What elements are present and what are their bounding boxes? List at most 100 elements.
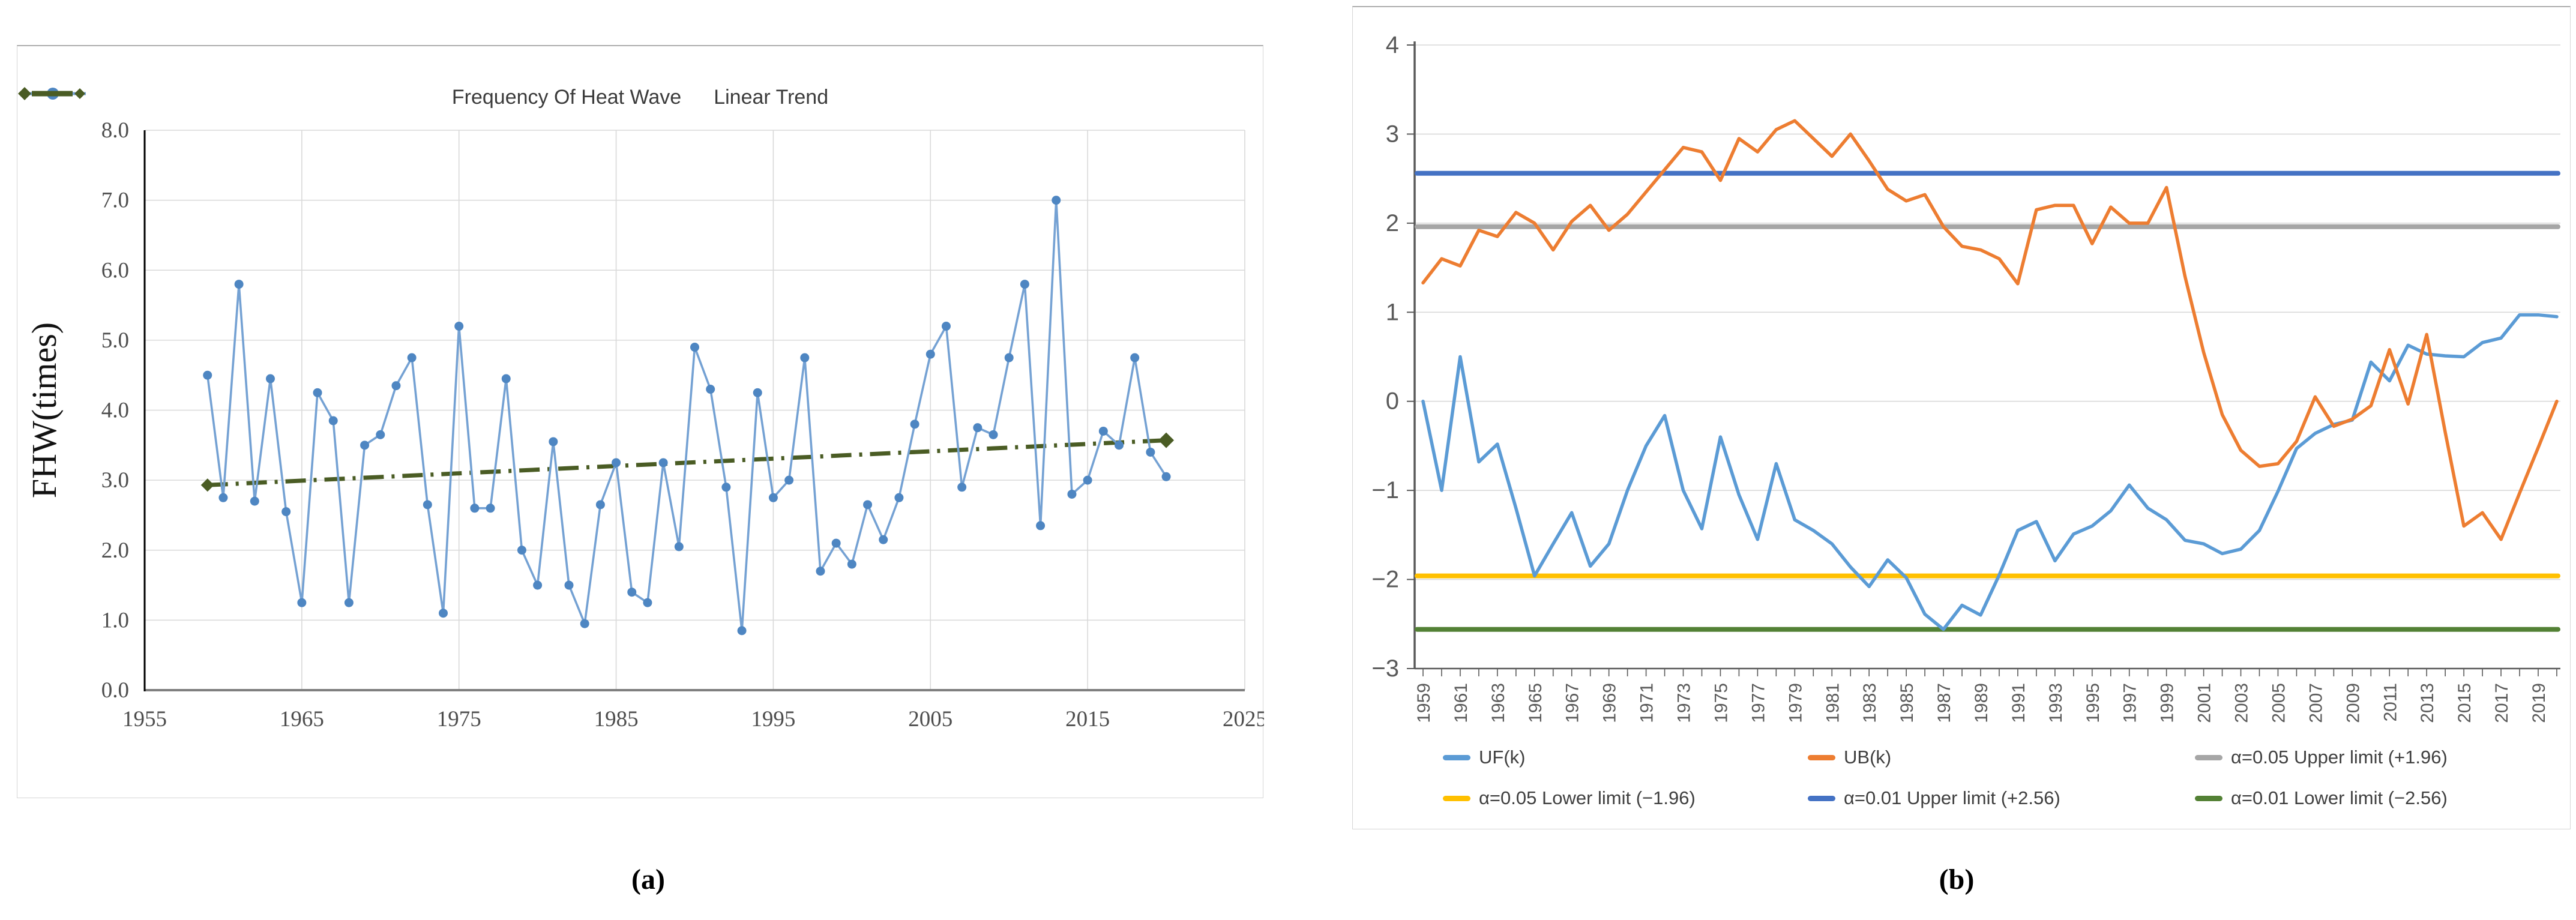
fhw-data-point (1130, 353, 1140, 362)
fhw-data-point (957, 483, 967, 492)
fhw-data-point (879, 535, 888, 544)
fhw-data-point (595, 500, 605, 510)
fhw-data-point (658, 458, 668, 468)
legend-swatch (2195, 754, 2222, 760)
x-tick-label: 1997 (2120, 683, 2140, 723)
x-tick-label: 1979 (1786, 683, 1805, 723)
panel-chart-b: 4 3 2 1 0 −1 −2 −3 1959 1961 1963 1965 1967 1969 1971 1… (1352, 6, 2571, 829)
x-tick-label: 1967 (1563, 683, 1583, 723)
fhw-data-point (265, 374, 275, 383)
x-tick-label: 1987 (1934, 683, 1954, 723)
x-tick-label: 2015 (1065, 707, 1110, 732)
legend-item: α=0.01 Lower limit (−2.56) (2195, 787, 2448, 809)
fhw-data-point (753, 388, 762, 397)
fhw-data-point (989, 430, 998, 439)
fhw-data-point (1161, 472, 1171, 481)
legend-swatch (1443, 795, 1470, 801)
fhw-data-point (800, 353, 810, 362)
fhw-data-point (1052, 196, 1061, 205)
fhw-data-point (533, 580, 543, 590)
panel-chart-a: Frequency Of Heat Wave Linear Trend 0.0 1.… (17, 45, 1264, 798)
fhw-data-point (313, 388, 322, 397)
fhw-data-point (218, 493, 228, 502)
fhw-data-point (250, 496, 259, 506)
fhw-data-point (517, 546, 526, 555)
legend-label: α=0.01 Lower limit (−2.56) (2231, 787, 2448, 808)
x-tick-label: 1961 (1451, 683, 1471, 723)
ub-line (1421, 119, 2559, 541)
trend-start-marker (200, 478, 214, 492)
legend-diamond-right (74, 88, 85, 99)
x-tick-label: 1985 (1897, 683, 1917, 723)
fhw-data-point (501, 374, 511, 383)
y-tick-label: 0 (1386, 388, 1399, 415)
fhw-data-point (784, 475, 794, 485)
y-tick-label: 2.0 (101, 538, 129, 563)
fhw-data-point (627, 588, 637, 597)
x-tick-label: 1959 (1414, 683, 1434, 723)
fhw-data-point (344, 598, 354, 607)
fhw-data-point (863, 500, 873, 510)
trend-end-marker (1158, 432, 1175, 448)
legend-label: Linear Trend (714, 86, 829, 109)
chart-b-legend-row-2: α=0.05 Lower limit (−1.96) α=0.01 Upper l… (1353, 787, 2570, 811)
y-tick-label: −1 (1371, 477, 1399, 504)
x-tick-label: 1991 (2009, 683, 2029, 723)
legend-item: α=0.05 Upper limit (+1.96) (2195, 747, 2448, 768)
x-tick-label: 2017 (2492, 683, 2512, 723)
x-tick-label: 1975 (1711, 683, 1731, 723)
fhw-data-point (737, 626, 747, 636)
x-tick-label: 1981 (1823, 683, 1843, 723)
chart-a-svg: 0.0 1.0 2.0 3.0 4.0 5.0 6.0 7.0 8.0 1955 1965 1975 1… (25, 118, 1264, 732)
x-tick-label: 1989 (1972, 683, 1991, 723)
fhw-data-point (234, 280, 244, 289)
y-tick-label: 7.0 (101, 188, 129, 213)
y-tick-label: −2 (1371, 567, 1399, 593)
x-tick-label: 2001 (2195, 683, 2215, 723)
x-tick-label: 1995 (2083, 683, 2103, 723)
y-tick-label: 5.0 (101, 328, 129, 353)
fhw-data-point (439, 609, 448, 618)
fhw-data-point (1083, 475, 1092, 485)
x-tick-label: 2015 (2455, 683, 2475, 723)
fhw-data-point (1098, 426, 1108, 436)
x-tick-label: 1969 (1600, 683, 1620, 723)
fhw-data-point (580, 619, 589, 628)
fhw-data-point (407, 353, 417, 362)
fhw-data-point (1146, 447, 1155, 457)
y-tick-label: 3.0 (101, 468, 129, 493)
legend-item: α=0.05 Lower limit (−1.96) (1443, 787, 1696, 809)
fhw-data-point (674, 542, 684, 552)
x-tick-label: 2011 (2380, 683, 2400, 722)
fhw-data-point (549, 437, 558, 446)
legend-item: UF(k) (1443, 747, 1525, 768)
y-tick-label: 6.0 (101, 258, 129, 283)
x-tick-label: 1975 (437, 707, 481, 732)
fhw-data-point (486, 504, 495, 513)
legend-item: α=0.01 Upper limit (+2.56) (1808, 787, 2060, 809)
y-tick-label: 8.0 (101, 118, 129, 143)
fhw-data-point (376, 430, 385, 439)
x-tick-label: 2005 (908, 707, 952, 732)
y-axis-title: FHW(times) (25, 322, 64, 498)
fhw-data-point (847, 559, 856, 569)
fhw-data-point (203, 370, 212, 380)
fhw-data-point (973, 423, 983, 433)
x-tick-label: 1999 (2158, 683, 2177, 723)
y-tick-label: 1 (1386, 299, 1399, 325)
caption-b: (b) (1939, 864, 1975, 895)
fhw-data-point (470, 504, 480, 513)
x-tick-label: 2007 (2306, 683, 2326, 723)
fhw-data-point (831, 538, 841, 548)
caption-a: (a) (631, 864, 665, 895)
chart-b-legend-row-1: UF(k) UB(k) α=0.05 Upper limit (+1.96) (1353, 747, 2570, 771)
fhw-data-point (360, 440, 370, 450)
legend-label: UB(k) (1844, 747, 1892, 768)
fhw-data-point (894, 493, 904, 502)
fhw-series-line (206, 199, 1167, 632)
x-tick-label: 1971 (1637, 683, 1657, 723)
x-tick-label: 1983 (1860, 683, 1880, 723)
legend-item-fhw: Frequency Of Heat Wave (20, 86, 681, 109)
fhw-data-point (643, 598, 652, 607)
